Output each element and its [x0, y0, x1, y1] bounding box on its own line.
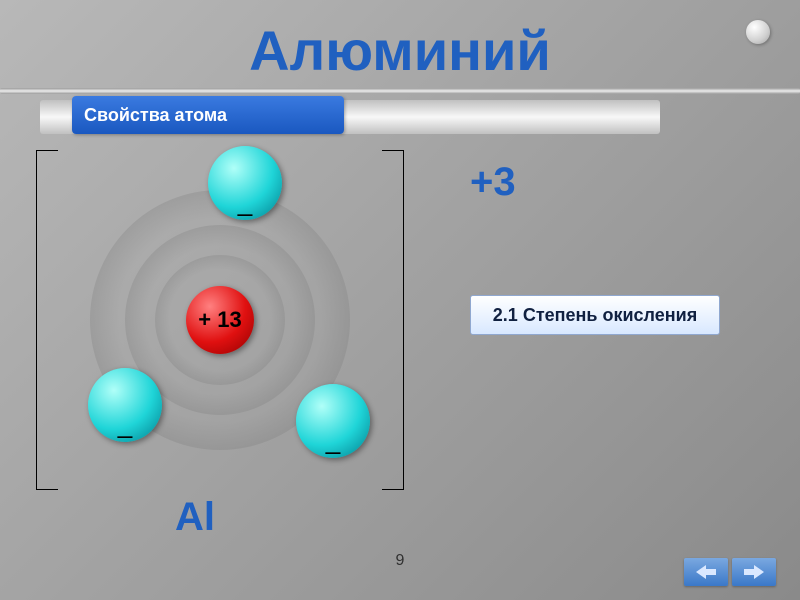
electron: _: [296, 384, 370, 458]
page-number: 9: [396, 552, 405, 570]
atom-diagram: + 13 _ _ _: [30, 150, 410, 490]
electron: _: [88, 368, 162, 442]
oxidation-info-button[interactable]: 2.1 Степень окисления: [470, 295, 720, 335]
nucleus: + 13: [186, 286, 254, 354]
bracket-left: [36, 150, 58, 490]
next-slide-button[interactable]: [732, 558, 776, 586]
arrow-right-icon: [744, 565, 764, 579]
prev-slide-button[interactable]: [684, 558, 728, 586]
electron: _: [208, 146, 282, 220]
page-title: Алюминий: [249, 18, 551, 83]
oxidation-state-value: +3: [470, 160, 516, 205]
nav-ball-button[interactable]: [746, 20, 770, 44]
arrow-left-icon: [696, 565, 716, 579]
nav-arrows: [684, 558, 776, 586]
element-symbol: Al: [175, 495, 215, 540]
title-underline: [0, 88, 800, 94]
section-header: Свойства атома: [72, 96, 344, 134]
bracket-right: [382, 150, 404, 490]
